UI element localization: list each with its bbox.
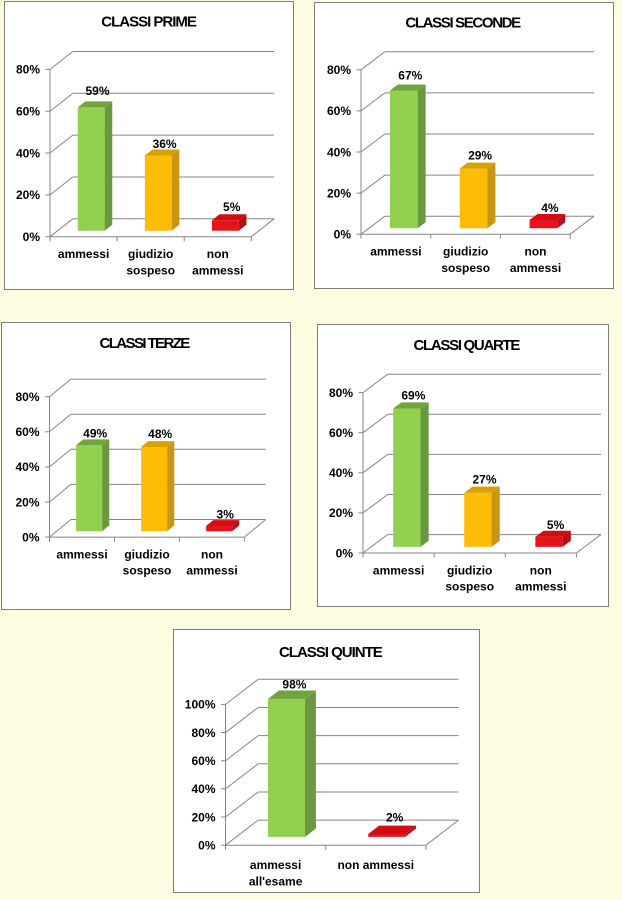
svg-text:0%: 0% [336,546,354,560]
svg-text:60%: 60% [191,754,215,768]
svg-text:CLASSI TERZE: CLASSI TERZE [100,335,191,352]
svg-text:giudizio: giudizio [447,563,492,577]
svg-text:40%: 40% [15,460,39,474]
svg-text:all'esame: all'esame [249,874,303,888]
svg-text:ammessi: ammessi [370,245,421,259]
svg-text:27%: 27% [472,473,496,487]
svg-text:48%: 48% [148,427,172,441]
svg-text:20%: 20% [191,810,215,824]
svg-text:CLASSI QUINTE: CLASSI QUINTE [279,644,383,661]
svg-text:ammessi: ammessi [192,263,243,277]
svg-text:40%: 40% [327,145,351,159]
svg-text:giudizio: giudizio [128,247,173,261]
svg-text:0%: 0% [198,839,216,853]
svg-text:ammessi: ammessi [373,563,424,577]
svg-text:60%: 60% [16,105,40,119]
svg-text:80%: 80% [191,726,215,740]
svg-text:60%: 60% [15,425,39,439]
svg-text:sospeso: sospeso [126,263,175,277]
svg-text:0%: 0% [23,230,41,244]
svg-text:100%: 100% [185,698,216,712]
svg-text:ammessi: ammessi [515,580,566,594]
svg-text:80%: 80% [16,63,40,77]
svg-text:49%: 49% [83,426,107,440]
svg-text:40%: 40% [329,466,353,480]
svg-text:ammessi: ammessi [186,564,237,578]
svg-text:5%: 5% [223,200,241,214]
svg-text:non: non [525,245,547,259]
svg-text:CLASSI PRIME: CLASSI PRIME [101,14,197,31]
svg-text:ammessi: ammessi [58,247,109,261]
svg-text:non: non [530,563,552,577]
svg-text:59%: 59% [85,84,109,98]
svg-text:ammessi: ammessi [250,858,301,872]
svg-text:29%: 29% [468,149,492,163]
svg-text:CLASSI SECONDE: CLASSI SECONDE [405,15,521,32]
svg-text:60%: 60% [329,426,353,440]
svg-text:ammessi: ammessi [510,261,561,275]
svg-text:40%: 40% [191,782,215,796]
svg-text:non: non [201,547,223,561]
svg-text:0%: 0% [334,228,352,242]
svg-text:non: non [207,247,229,261]
svg-text:80%: 80% [327,63,351,77]
svg-text:sospeso: sospeso [445,580,494,594]
svg-text:5%: 5% [547,518,565,532]
svg-text:2%: 2% [386,811,404,825]
svg-text:giudizio: giudizio [124,547,169,561]
svg-text:0%: 0% [22,530,40,544]
svg-text:20%: 20% [327,186,351,200]
svg-text:60%: 60% [327,104,351,118]
svg-text:98%: 98% [282,677,306,691]
svg-text:40%: 40% [16,146,40,160]
svg-text:CLASSI QUARTE: CLASSI QUARTE [413,337,520,354]
svg-text:sospeso: sospeso [123,564,172,578]
svg-text:80%: 80% [15,390,39,404]
svg-text:non ammessi: non ammessi [337,858,414,872]
svg-text:3%: 3% [217,507,235,521]
svg-text:4%: 4% [541,201,559,215]
svg-text:ammessi: ammessi [56,547,107,561]
svg-text:20%: 20% [15,495,39,509]
svg-text:giudizio: giudizio [443,245,488,259]
svg-text:69%: 69% [401,388,425,402]
svg-text:67%: 67% [398,69,422,83]
svg-text:36%: 36% [153,137,177,151]
svg-text:sospeso: sospeso [441,261,490,275]
svg-text:80%: 80% [329,386,353,400]
svg-text:20%: 20% [329,506,353,520]
svg-text:20%: 20% [16,188,40,202]
